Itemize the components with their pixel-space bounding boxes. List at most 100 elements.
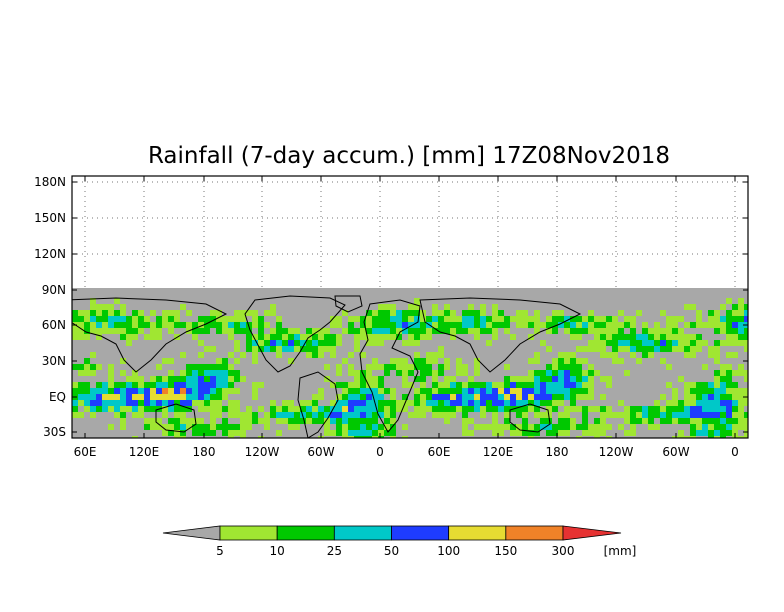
rain-cell (414, 334, 420, 340)
rain-cell (714, 328, 720, 334)
rain-cell (150, 376, 156, 382)
rain-cell (84, 400, 90, 406)
rain-cell (126, 376, 132, 382)
rain-cell (276, 346, 282, 352)
rain-cell (162, 382, 168, 388)
rain-cell (348, 388, 354, 394)
rain-cell (120, 322, 126, 328)
rain-cell (558, 412, 564, 418)
rain-cell (390, 436, 396, 438)
rain-cell (462, 424, 468, 430)
rain-cell (198, 328, 204, 334)
rain-cell (168, 370, 174, 376)
rain-cell (474, 382, 480, 388)
rain-cell (450, 406, 456, 412)
rain-cell (726, 328, 732, 334)
rain-cell (318, 334, 324, 340)
rain-cell (360, 382, 366, 388)
rain-cell (570, 364, 576, 370)
rain-cell (462, 412, 468, 418)
rain-cell (546, 316, 552, 322)
rain-cell (336, 406, 342, 412)
rain-cell (594, 334, 600, 340)
rain-cell (360, 334, 366, 340)
rain-cell (684, 406, 690, 412)
rain-cell (594, 322, 600, 328)
rain-cell (648, 418, 654, 424)
rain-cell (90, 298, 96, 304)
rain-cell (744, 310, 748, 316)
rain-cell (546, 406, 552, 412)
rain-cell (558, 364, 564, 370)
coastline (334, 295, 363, 313)
rain-cell (336, 370, 342, 376)
rain-cell (498, 322, 504, 328)
rain-cell (486, 322, 492, 328)
rain-cell (162, 388, 168, 394)
rain-cell (414, 298, 420, 304)
rain-cell (330, 340, 336, 346)
rain-cell (324, 418, 330, 424)
coastline (155, 403, 197, 433)
rain-cell (606, 376, 612, 382)
rain-cell (414, 310, 420, 316)
rain-cell (144, 400, 150, 406)
rain-cell (426, 316, 432, 322)
rain-cell (192, 388, 198, 394)
rain-cell (732, 382, 738, 388)
rain-cell (336, 400, 342, 406)
rain-cell (204, 376, 210, 382)
rain-cell (246, 406, 252, 412)
rain-cell (78, 400, 84, 406)
rain-cell (678, 316, 684, 322)
rain-cell (672, 406, 678, 412)
rain-cell (420, 388, 426, 394)
rain-cell (504, 316, 510, 322)
rain-cell (432, 370, 438, 376)
rain-cell (600, 352, 606, 358)
rain-cell (624, 406, 630, 412)
rain-cell (174, 436, 180, 438)
rain-cell (708, 418, 714, 424)
rain-cell (252, 382, 258, 388)
rain-cell (222, 424, 228, 430)
rain-cell (204, 364, 210, 370)
rain-cell (102, 394, 108, 400)
rain-cell (534, 322, 540, 328)
rain-cell (522, 316, 528, 322)
rain-cell (738, 370, 744, 376)
rain-cell (408, 310, 414, 316)
rain-cell (378, 316, 384, 322)
rain-cell (444, 400, 450, 406)
rain-cell (600, 376, 606, 382)
rain-cell (156, 388, 162, 394)
rain-cell (156, 376, 162, 382)
rain-cell (582, 412, 588, 418)
rain-cell (468, 304, 474, 310)
rain-cell (222, 376, 228, 382)
rain-cell (138, 388, 144, 394)
rain-cell (714, 394, 720, 400)
rain-cell (186, 370, 192, 376)
rain-cell (480, 328, 486, 334)
rain-cell (378, 394, 384, 400)
rain-cell (240, 436, 246, 438)
rain-cell (516, 322, 522, 328)
rain-cell (108, 370, 114, 376)
rain-cell (702, 430, 708, 436)
lat-tick-label: 30S (43, 425, 66, 439)
rain-cell (588, 382, 594, 388)
rain-cell (540, 418, 546, 424)
rain-cell (732, 316, 738, 322)
rain-cell (678, 340, 684, 346)
rain-cell (90, 322, 96, 328)
rain-cell (288, 340, 294, 346)
rain-cell (228, 334, 234, 340)
rain-cell (132, 376, 138, 382)
rain-cell (468, 394, 474, 400)
rain-cell (612, 358, 618, 364)
rain-cell (252, 346, 258, 352)
rain-cell (462, 388, 468, 394)
rain-cell (462, 328, 468, 334)
rain-cell (672, 316, 678, 322)
